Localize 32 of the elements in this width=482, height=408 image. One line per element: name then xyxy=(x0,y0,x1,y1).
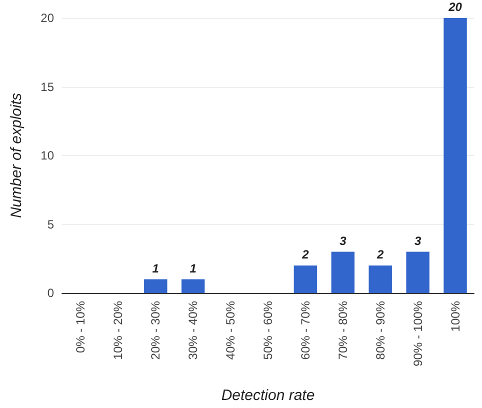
y-tick-label: 15 xyxy=(40,80,54,94)
x-axis-title: Detection rate xyxy=(221,387,315,404)
x-tick-label: 100% xyxy=(448,300,462,332)
bar xyxy=(331,252,355,293)
x-tick-label: 60% - 70% xyxy=(298,300,312,360)
x-tick-label: 50% - 60% xyxy=(261,300,275,360)
y-tick-label: 0 xyxy=(47,286,54,300)
y-tick-label: 20 xyxy=(40,11,54,25)
data-label: 3 xyxy=(340,234,347,248)
x-tick-label: 20% - 30% xyxy=(148,300,163,360)
y-axis-title: Number of exploits xyxy=(8,92,25,218)
x-tick-label: 0% - 10% xyxy=(74,300,88,354)
bar xyxy=(144,279,168,293)
bar xyxy=(368,266,392,293)
x-tick-label: 40% - 50% xyxy=(224,300,238,360)
x-tick-label: 90% - 100% xyxy=(410,300,425,366)
x-tick-label: 10% - 20% xyxy=(111,300,126,360)
data-label: 2 xyxy=(376,248,384,262)
bar xyxy=(181,279,205,293)
x-tick-label: 70% - 80% xyxy=(336,300,350,360)
data-label: 20 xyxy=(448,0,462,14)
y-tick-label: 10 xyxy=(40,148,54,162)
x-tick-label: 30% - 40% xyxy=(186,300,200,360)
data-label: 3 xyxy=(414,234,422,248)
data-label: 1 xyxy=(190,261,197,276)
x-tick-label: 80% - 90% xyxy=(373,300,388,360)
data-label: 1 xyxy=(152,261,160,276)
bar xyxy=(406,252,430,293)
y-tick-label: 5 xyxy=(47,217,54,232)
bar xyxy=(444,18,467,293)
bar xyxy=(294,266,318,293)
data-label: 2 xyxy=(301,248,310,262)
